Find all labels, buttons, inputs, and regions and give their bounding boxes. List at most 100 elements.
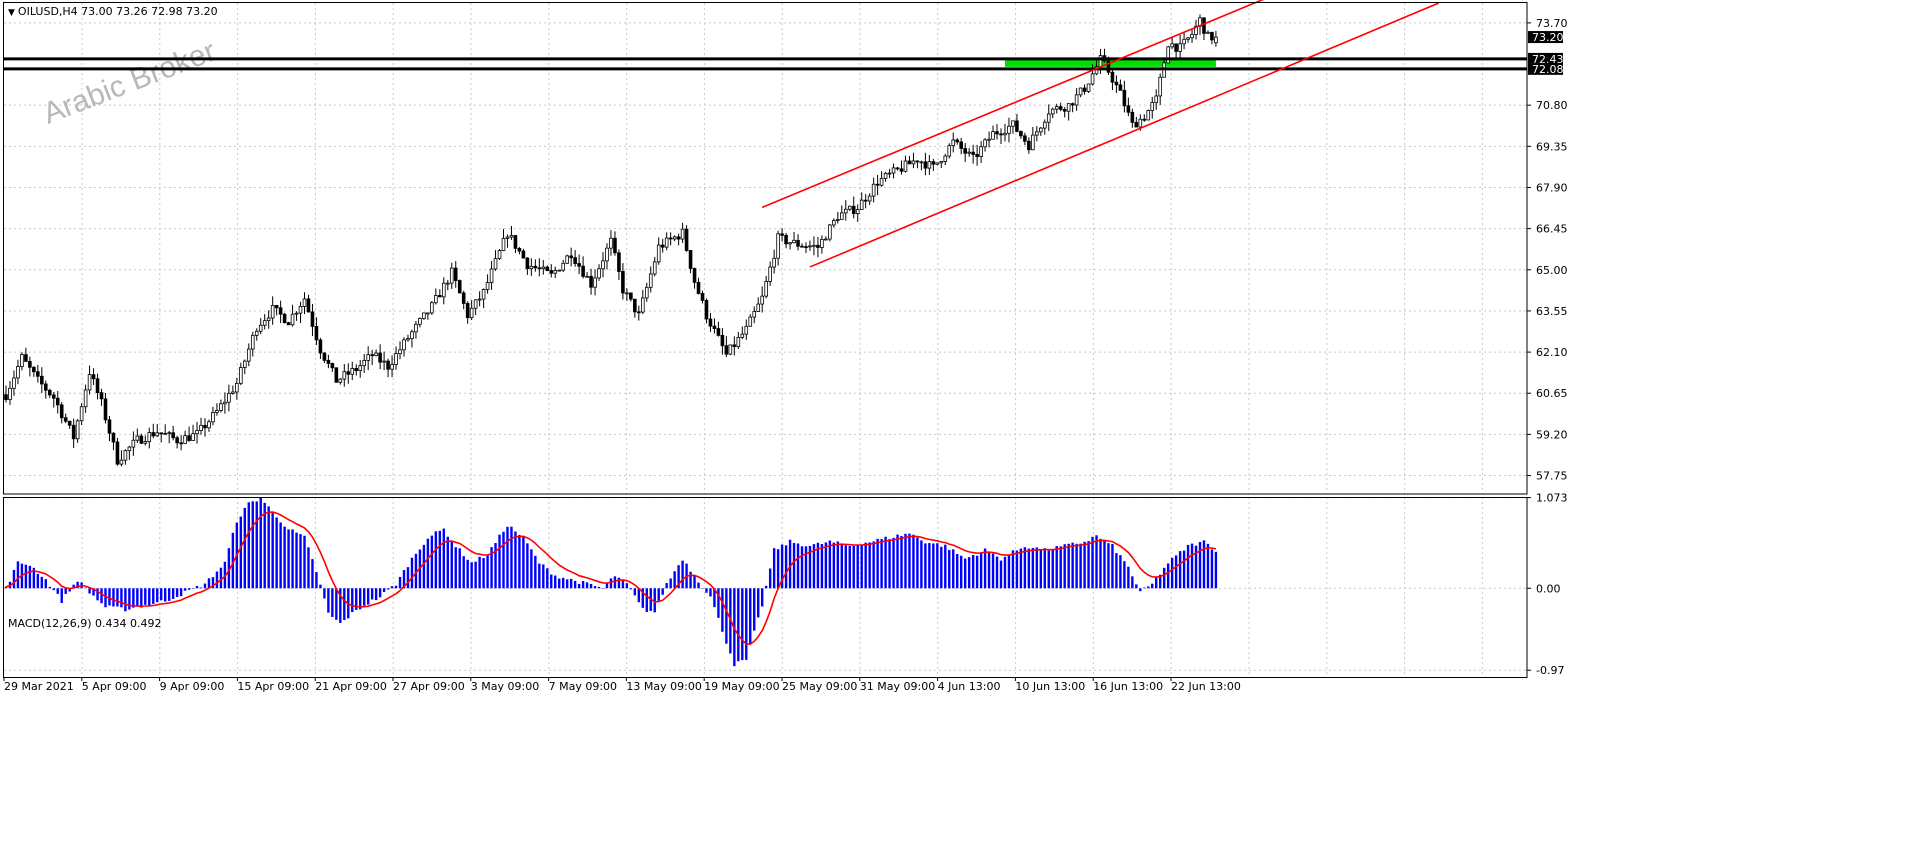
candle [820, 235, 824, 254]
macd-bar [1115, 553, 1118, 589]
candle-body [947, 145, 952, 157]
candle [44, 380, 48, 399]
macd-bar [565, 579, 569, 589]
candle [780, 228, 784, 242]
candle [505, 234, 510, 248]
candle [859, 192, 864, 210]
candle-body [441, 282, 446, 298]
candle-body [87, 374, 92, 391]
macd-bar [1139, 588, 1142, 592]
candle-body [1054, 106, 1059, 110]
candle [871, 177, 876, 203]
macd-bar [462, 556, 465, 589]
macd-bar [772, 548, 776, 589]
macd-bar [848, 546, 851, 589]
candle-body [24, 354, 28, 362]
macd-bar [725, 588, 728, 644]
candle-body [939, 161, 944, 164]
candle-body [55, 397, 60, 406]
candle-body [680, 228, 685, 240]
candle-body [326, 359, 331, 364]
candle [1154, 89, 1159, 110]
candle-body [1182, 38, 1186, 45]
macd-bar [757, 588, 760, 618]
candle [887, 168, 892, 179]
candle-body [529, 265, 534, 270]
candle-body [545, 266, 550, 271]
macd-bar [1083, 541, 1086, 589]
macd-bar [569, 578, 573, 589]
horizontal-levels [4, 57, 1527, 71]
candle-body [358, 365, 363, 372]
candle-body [473, 299, 478, 309]
candle [927, 154, 932, 175]
macd-pane-frame [3, 497, 1528, 678]
candle [199, 417, 203, 435]
time-tick-label: 3 May 09:00 [471, 680, 539, 693]
candle-body [1130, 111, 1135, 123]
candle [47, 388, 52, 398]
candle-body [732, 344, 737, 348]
time-tick-label: 22 Jun 13:00 [1171, 680, 1241, 693]
dropdown-arrow-icon[interactable]: ▼ [8, 8, 15, 18]
macd-bar [4, 586, 8, 589]
candle-body [426, 312, 430, 315]
candle-body [390, 364, 394, 370]
macd-bar [303, 535, 306, 589]
candle-body [1011, 120, 1015, 127]
macd-bar [1155, 577, 1158, 589]
macd-bar [836, 541, 840, 589]
macd-bar [653, 588, 656, 613]
candle [310, 303, 315, 337]
candle [20, 352, 24, 371]
candle-body [999, 133, 1003, 136]
candle-body [163, 432, 168, 435]
candle-body [899, 168, 904, 172]
candle [282, 312, 287, 324]
candle-body [768, 266, 772, 282]
candle-body [843, 208, 848, 214]
candle [28, 356, 32, 377]
macd-bar [705, 588, 708, 593]
candle-body [760, 295, 764, 305]
candle-body [1082, 87, 1087, 92]
macd-bar [832, 542, 836, 589]
candle [804, 242, 808, 253]
candle-body [1210, 31, 1214, 41]
macd-bar [1027, 548, 1031, 589]
macd-bar [100, 588, 103, 604]
macd-bar [112, 588, 115, 607]
candle-body [75, 420, 80, 440]
candle [147, 427, 152, 449]
candle [239, 362, 243, 386]
macd-bar [864, 542, 867, 589]
macd-bar [764, 585, 768, 589]
candle [36, 364, 40, 383]
macd-bar [701, 588, 704, 589]
candle-body [378, 352, 382, 363]
candle-body [127, 446, 132, 452]
candle [103, 392, 108, 424]
candle [445, 279, 450, 291]
macd-bar [721, 588, 724, 632]
macd-bar [844, 545, 847, 589]
candle [438, 289, 442, 298]
macd-signal-line [5, 511, 1217, 645]
candle-body [569, 255, 573, 259]
candle-body [804, 246, 808, 249]
candle [1027, 137, 1031, 154]
candle [418, 317, 422, 328]
candle [668, 232, 673, 246]
candle-body [32, 366, 36, 373]
candle [975, 144, 979, 166]
candle [294, 311, 299, 321]
candle [1214, 30, 1218, 47]
candle [302, 292, 307, 315]
candle-body [863, 199, 868, 202]
time-tick-label: 13 May 09:00 [626, 680, 701, 693]
macd-bar [494, 543, 497, 589]
candle-body [481, 289, 486, 300]
candle [1086, 83, 1091, 93]
candle-body [394, 353, 398, 365]
candle-body [350, 368, 355, 375]
